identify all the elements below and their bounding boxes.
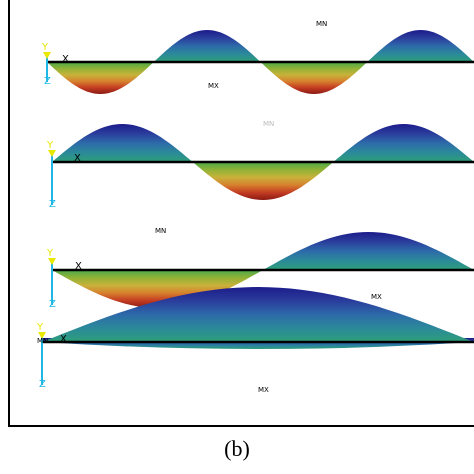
z-axis-label: Z: [39, 379, 46, 390]
y-axis-label: Y: [36, 322, 44, 333]
min-marker-label: MN: [155, 227, 166, 235]
lower-lobe: [260, 62, 368, 94]
mode-shape-4: Y X Z MN MX: [36, 287, 474, 394]
x-axis-label: X: [74, 153, 81, 164]
z-axis-label: Z: [49, 299, 56, 310]
min-marker-label: MN: [263, 120, 274, 128]
max-marker-label: MX: [258, 386, 269, 394]
min-marker-label: MN: [316, 20, 327, 28]
upper-lobe: [52, 124, 193, 162]
x-axis-label: X: [60, 334, 67, 345]
y-axis-label: Y: [46, 140, 54, 151]
x-axis-label: X: [62, 54, 69, 65]
upper-lobe: [367, 30, 474, 62]
mode-shape-3: Y X Z MN MX: [46, 227, 474, 310]
min-marker-label: MN: [37, 337, 48, 345]
y-axis-arrow-icon: [48, 258, 56, 265]
upper-lobe: [42, 287, 474, 342]
mode-shape-1: Y XZ MN MX: [41, 20, 474, 94]
max-marker-label: MX: [371, 293, 382, 301]
z-axis-label: Z: [49, 199, 56, 210]
upper-lobe: [333, 124, 474, 162]
upper-lobe: [263, 232, 474, 270]
upper-lobe: [153, 30, 261, 62]
y-axis-label: Y: [46, 248, 54, 259]
y-axis-arrow-icon: [43, 52, 51, 59]
y-axis-arrow-icon: [48, 150, 56, 157]
x-axis-label: X: [75, 261, 82, 272]
lower-lobe: [47, 62, 154, 94]
mode-shape-2: Y X Z MN: [46, 120, 474, 210]
z-axis-label: Z: [44, 76, 51, 87]
max-marker-label: MX: [208, 82, 219, 90]
y-axis-arrow-icon: [38, 332, 46, 339]
figure-caption: (b): [224, 436, 250, 461]
lower-lobe: [52, 270, 263, 308]
lower-lobe: [192, 162, 334, 200]
y-axis-label: Y: [41, 42, 49, 53]
